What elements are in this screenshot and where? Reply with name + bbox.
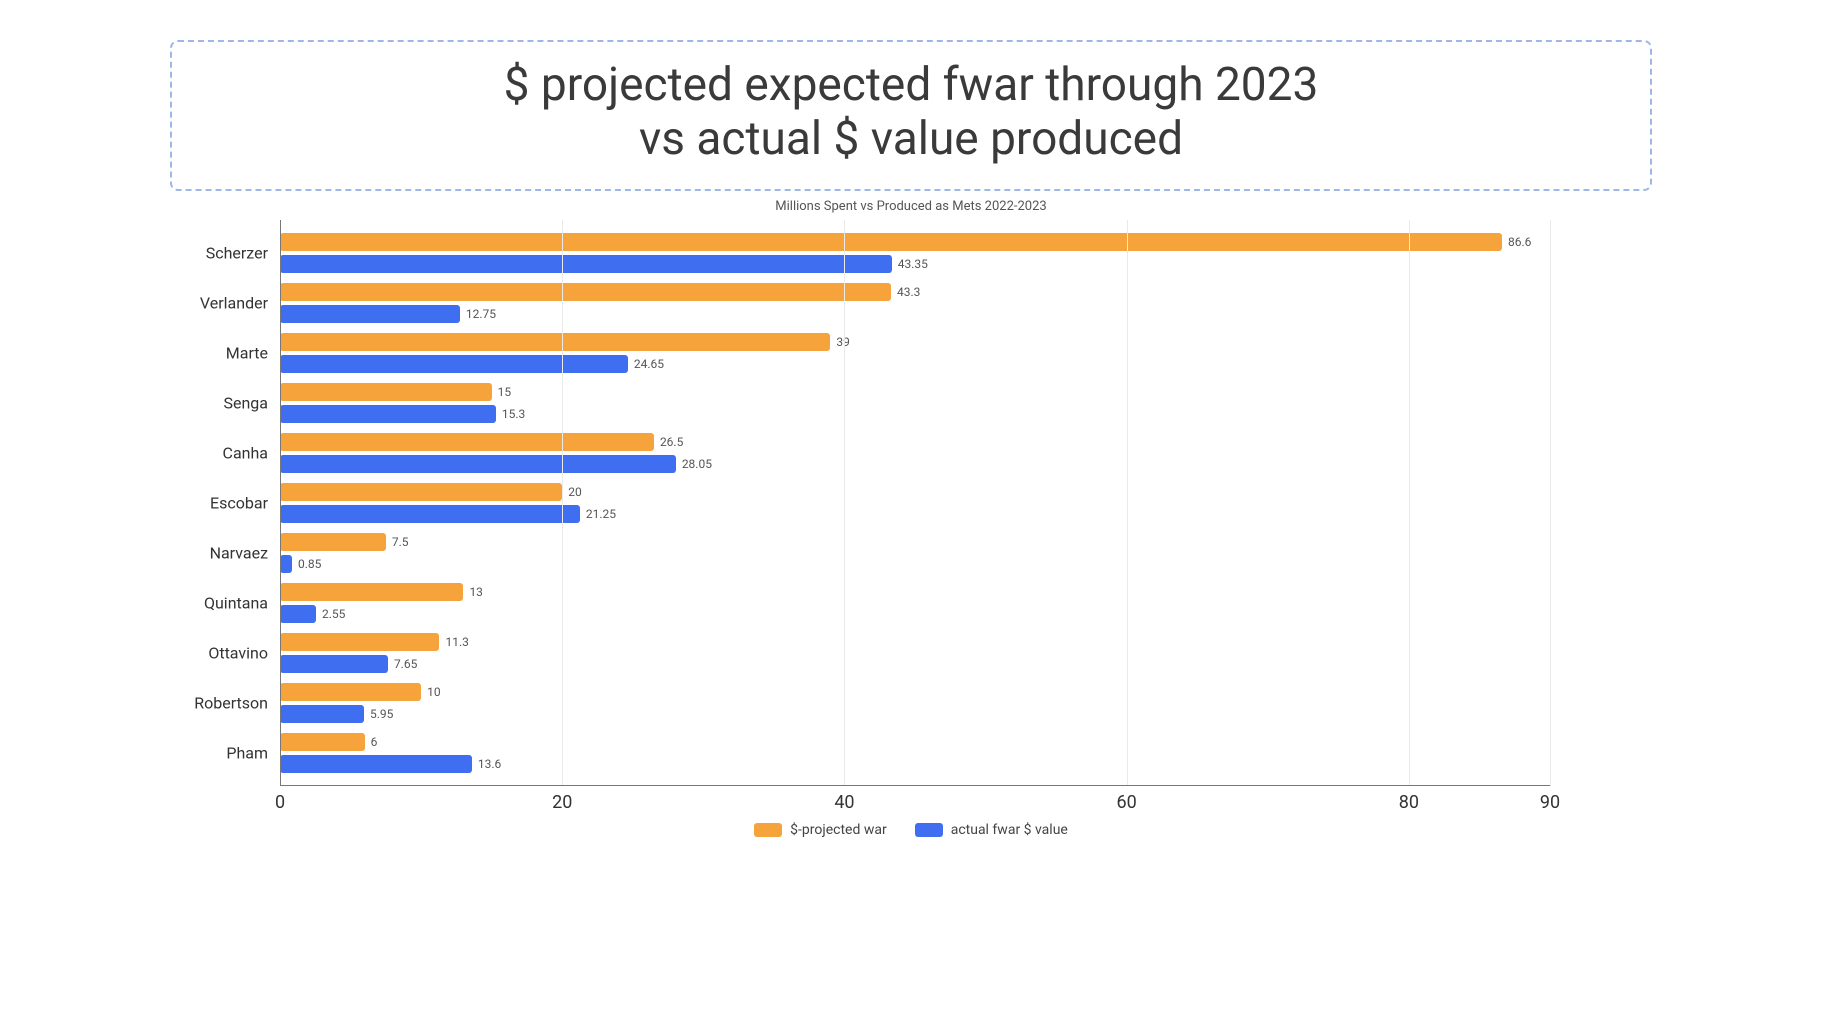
bar-value-label: 5.95 bbox=[370, 707, 393, 721]
category-row: Canha26.528.05 bbox=[280, 428, 1550, 478]
category-row: Marte3924.65 bbox=[280, 328, 1550, 378]
category-row: Quintana132.55 bbox=[280, 578, 1550, 628]
bar bbox=[280, 483, 562, 501]
bar bbox=[280, 683, 421, 701]
bar bbox=[280, 633, 439, 651]
bar bbox=[280, 355, 628, 373]
bar-value-label: 7.5 bbox=[392, 535, 409, 549]
bar-value-label: 12.75 bbox=[466, 307, 496, 321]
x-axis: 02040608090 bbox=[280, 786, 1550, 814]
bar-value-label: 15.3 bbox=[502, 407, 525, 421]
bar-value-label: 43.3 bbox=[897, 285, 920, 299]
bar-value-label: 7.65 bbox=[394, 657, 417, 671]
bar-value-label: 11.3 bbox=[445, 635, 468, 649]
bar-value-label: 39 bbox=[836, 335, 850, 349]
x-tick-label: 0 bbox=[275, 792, 285, 813]
category-label: Canha bbox=[223, 443, 280, 462]
bar bbox=[280, 383, 492, 401]
legend-swatch bbox=[915, 823, 943, 837]
category-label: Marte bbox=[226, 343, 280, 362]
bar bbox=[280, 255, 892, 273]
legend-item: $-projected war bbox=[754, 822, 887, 838]
bar bbox=[280, 755, 472, 773]
category-row: Scherzer86.643.35 bbox=[280, 228, 1550, 278]
bar bbox=[280, 283, 891, 301]
bar-value-label: 2.55 bbox=[322, 607, 345, 621]
legend: $-projected war actual fwar $ value bbox=[170, 822, 1652, 841]
category-row: Senga1515.3 bbox=[280, 378, 1550, 428]
legend-item: actual fwar $ value bbox=[915, 822, 1068, 838]
bar bbox=[280, 433, 654, 451]
bar bbox=[280, 455, 676, 473]
bar-value-label: 43.35 bbox=[898, 257, 928, 271]
bar bbox=[280, 605, 316, 623]
bar-value-label: 15 bbox=[498, 385, 512, 399]
x-tick-label: 40 bbox=[834, 792, 854, 813]
gridline bbox=[562, 220, 563, 786]
bar bbox=[280, 583, 463, 601]
bar-rows: Scherzer86.643.35Verlander43.312.75Marte… bbox=[280, 220, 1550, 778]
category-label: Escobar bbox=[210, 493, 280, 512]
gridline bbox=[1409, 220, 1410, 786]
category-label: Scherzer bbox=[206, 243, 280, 262]
bar-value-label: 86.6 bbox=[1508, 235, 1531, 249]
category-row: Escobar2021.25 bbox=[280, 478, 1550, 528]
category-label: Narvaez bbox=[210, 543, 280, 562]
bar bbox=[280, 333, 830, 351]
category-label: Quintana bbox=[204, 593, 280, 612]
x-tick-label: 20 bbox=[552, 792, 572, 813]
y-axis-line bbox=[280, 220, 281, 786]
chart-subtitle: Millions Spent vs Produced as Mets 2022-… bbox=[170, 199, 1652, 214]
category-label: Senga bbox=[223, 393, 280, 412]
chart-title-line2: vs actual $ value produced bbox=[639, 112, 1183, 166]
x-tick-label: 90 bbox=[1540, 792, 1560, 813]
bar-value-label: 6 bbox=[371, 735, 378, 749]
bar-value-label: 0.85 bbox=[298, 557, 321, 571]
category-row: Verlander43.312.75 bbox=[280, 278, 1550, 328]
bar-value-label: 13 bbox=[469, 585, 483, 599]
bar bbox=[280, 655, 388, 673]
chart-title-line1: $ projected expected fwar through 2023 bbox=[504, 58, 1319, 112]
bar bbox=[280, 555, 292, 573]
bar-value-label: 10 bbox=[427, 685, 441, 699]
category-row: Narvaez7.50.85 bbox=[280, 528, 1550, 578]
category-row: Robertson105.95 bbox=[280, 678, 1550, 728]
bar bbox=[280, 533, 386, 551]
bar-value-label: 28.05 bbox=[682, 457, 712, 471]
plot-area: Scherzer86.643.35Verlander43.312.75Marte… bbox=[280, 220, 1550, 786]
legend-label: $-projected war bbox=[790, 822, 887, 838]
gridline bbox=[1550, 220, 1551, 786]
bar-value-label: 26.5 bbox=[660, 435, 683, 449]
bar bbox=[280, 405, 496, 423]
legend-swatch bbox=[754, 823, 782, 837]
bar bbox=[280, 305, 460, 323]
bar bbox=[280, 733, 365, 751]
bar bbox=[280, 233, 1502, 251]
x-tick-label: 80 bbox=[1399, 792, 1419, 813]
bar-value-label: 24.65 bbox=[634, 357, 664, 371]
category-label: Pham bbox=[226, 743, 280, 762]
chart-title: $ projected expected fwar through 2023 v… bbox=[212, 58, 1610, 167]
category-label: Robertson bbox=[194, 693, 280, 712]
bar-value-label: 13.6 bbox=[478, 757, 501, 771]
category-label: Ottavino bbox=[208, 643, 280, 662]
chart-title-box: $ projected expected fwar through 2023 v… bbox=[170, 40, 1652, 191]
category-label: Verlander bbox=[200, 293, 280, 312]
x-tick-label: 60 bbox=[1117, 792, 1137, 813]
chart-area: Scherzer 86.6 43.35 Verlander 43.3 12.75 Marte… bbox=[170, 220, 1652, 841]
bar bbox=[280, 505, 580, 523]
gridline bbox=[1127, 220, 1128, 786]
category-row: Pham613.6 bbox=[280, 728, 1550, 778]
bar bbox=[280, 705, 364, 723]
bar-value-label: 21.25 bbox=[586, 507, 616, 521]
gridline bbox=[844, 220, 845, 786]
legend-label: actual fwar $ value bbox=[951, 822, 1068, 838]
category-row: Ottavino11.37.65 bbox=[280, 628, 1550, 678]
bar-value-label: 20 bbox=[568, 485, 582, 499]
